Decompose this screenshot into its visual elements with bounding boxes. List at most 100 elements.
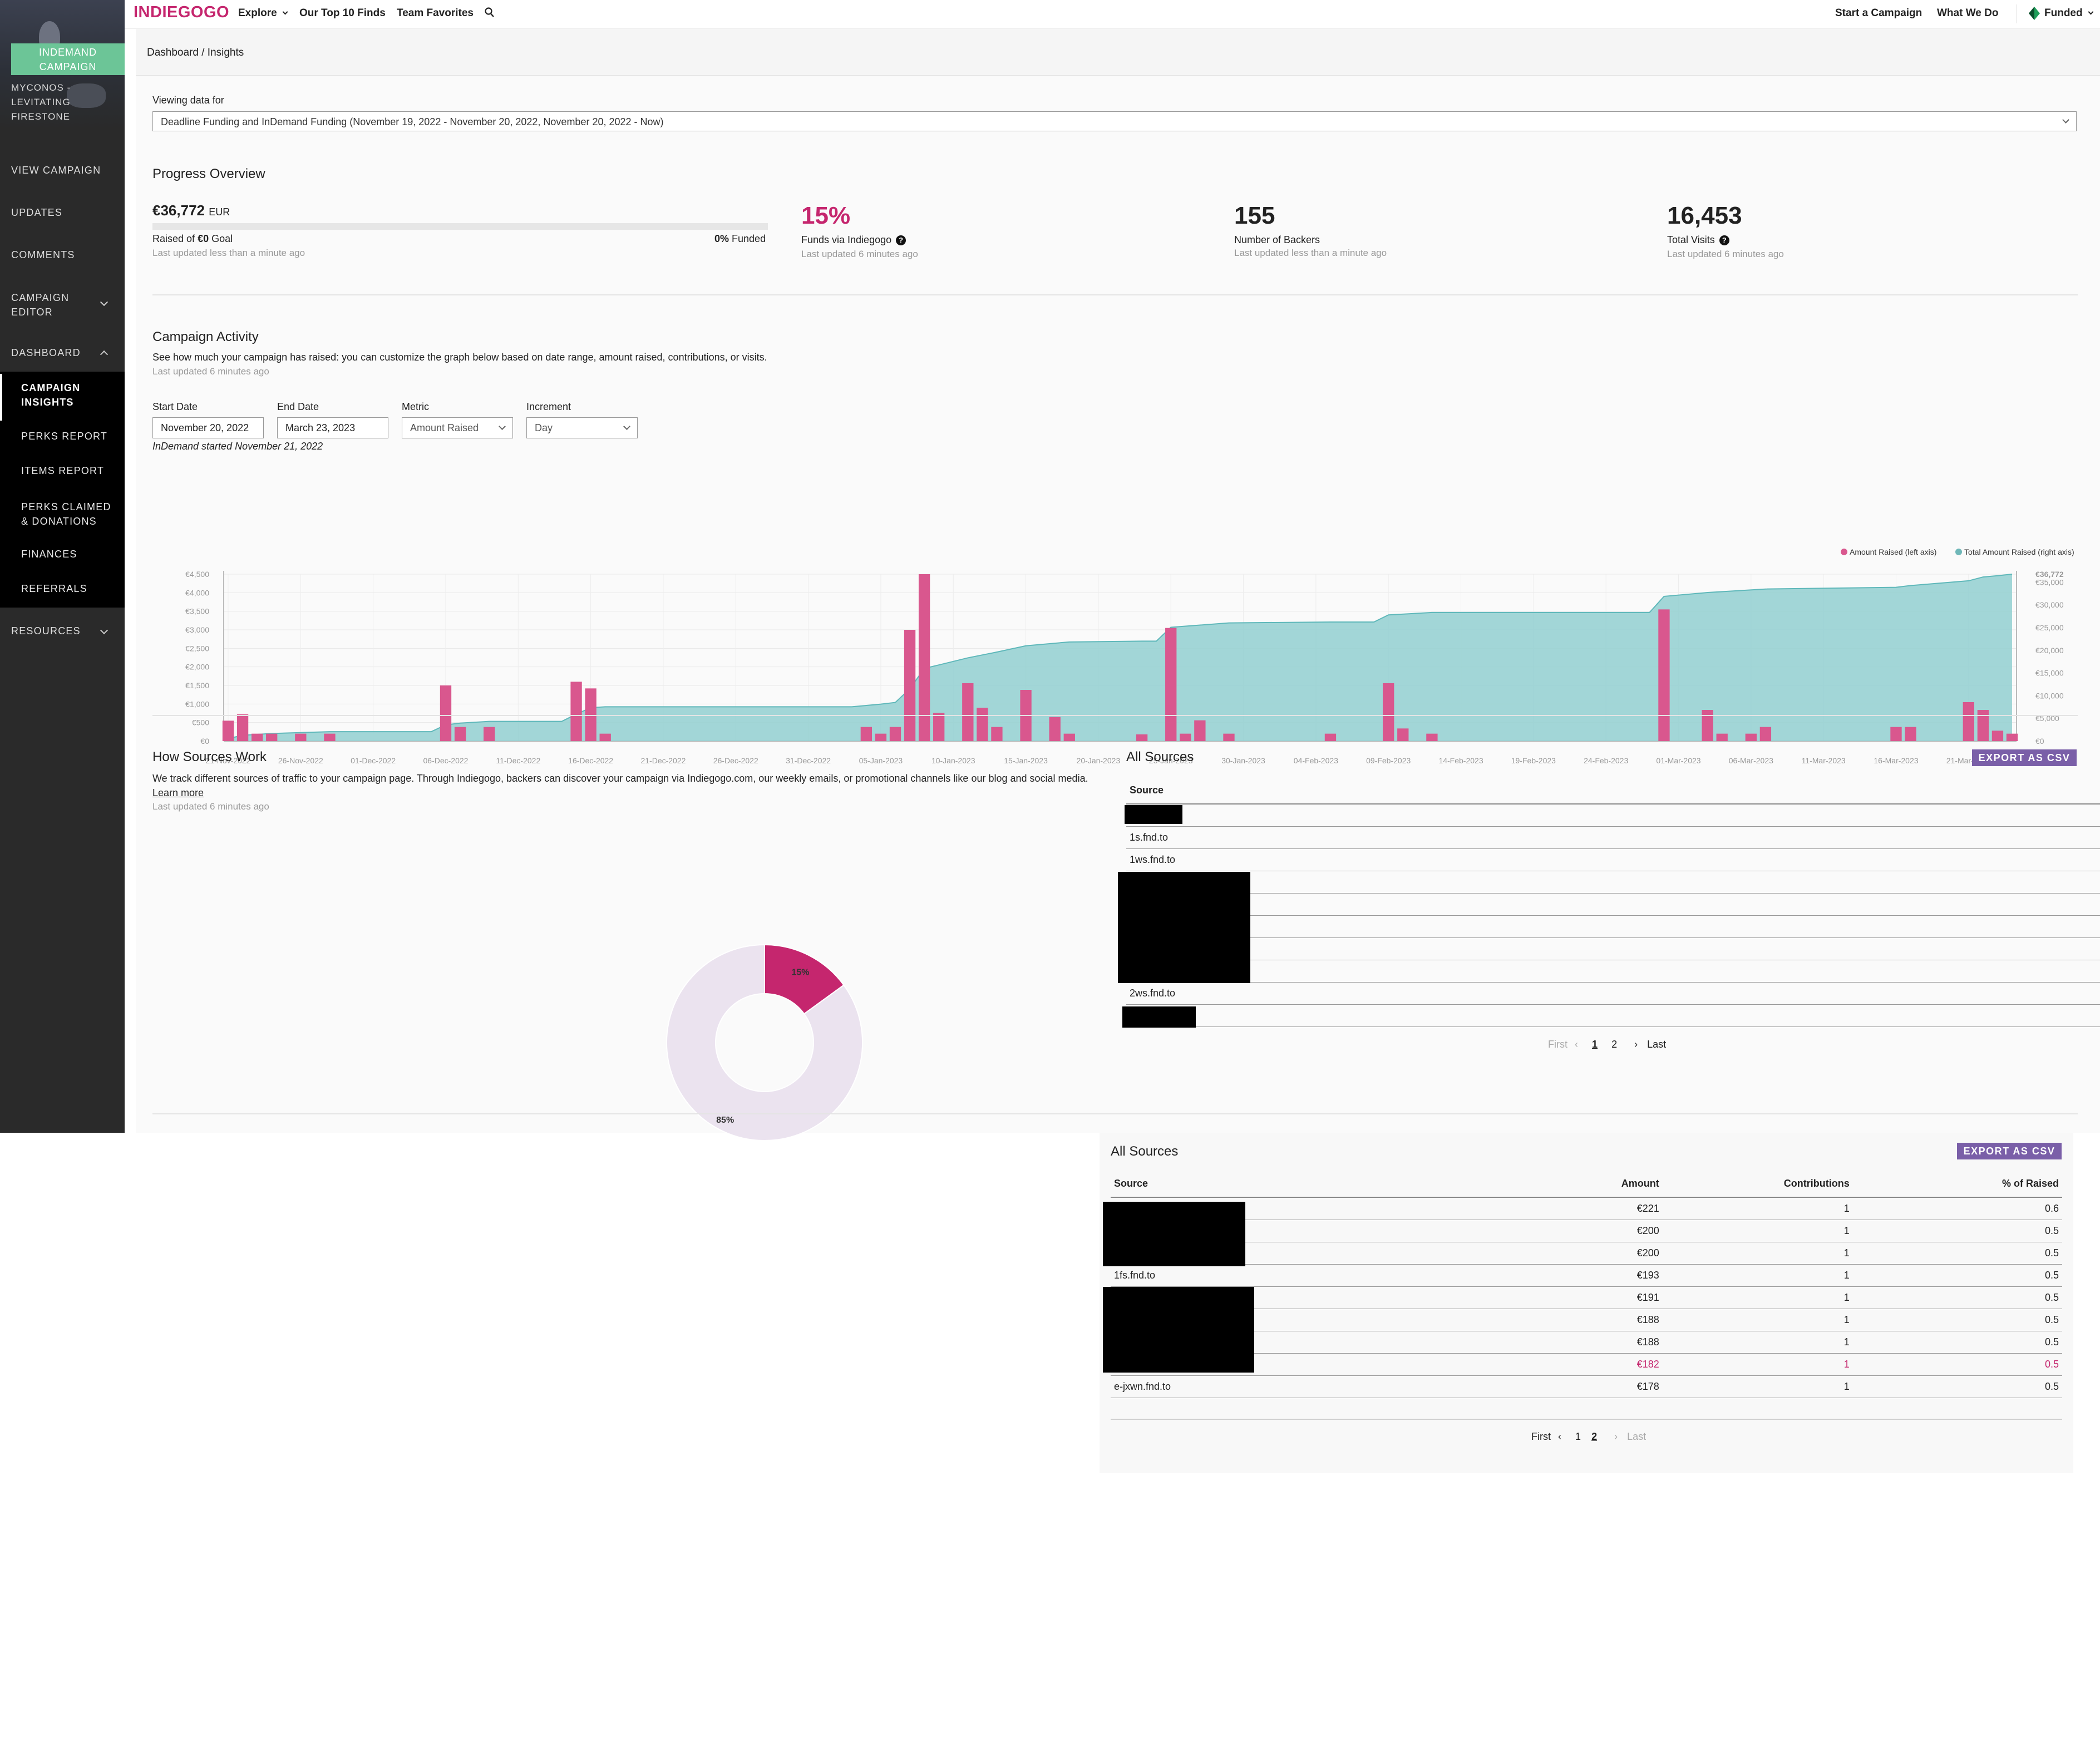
campaign-name[interactable]: MYCONOS - LEVITATING FIRESTONE <box>11 82 71 122</box>
column-header[interactable]: % of Raised <box>1852 1171 2062 1198</box>
table-row[interactable]: 2ws.fnd.to€60931.7 <box>1126 982 2100 1005</box>
amount-raised-bar <box>1223 733 1235 741</box>
what-we-do-link[interactable]: What We Do <box>1937 7 1999 19</box>
sidebar-item-referrals[interactable]: REFERRALS <box>21 583 87 594</box>
table-cell-pct: 0.5 <box>1852 1353 2062 1376</box>
start-campaign-link[interactable]: Start a Campaign <box>1835 7 1922 19</box>
left-axis-tick-label: €3,500 <box>185 607 209 616</box>
table-cell-source[interactable]: e-jxwn.fnd.to <box>1111 1375 1530 1398</box>
pager-next[interactable]: › <box>1614 1431 1618 1442</box>
table-cell-source[interactable]: 1s.fnd.to <box>1126 826 1981 849</box>
pager-page-2[interactable]: 2 <box>1591 1431 1598 1442</box>
table-row[interactable]: €89842.4 <box>1126 937 2100 960</box>
table-row[interactable]: 1s.fnd.to€6,9992319.1 <box>1126 826 2100 849</box>
amount-raised-bar <box>991 727 1003 741</box>
export-csv-button[interactable]: EXPORT AS CSV <box>1972 749 2077 766</box>
end-date-label: End Date <box>277 401 319 412</box>
pager-next[interactable]: › <box>1634 1039 1638 1050</box>
table-cell-source[interactable] <box>1126 871 1981 894</box>
column-header[interactable]: Amount <box>1980 777 2100 805</box>
pager-page-2[interactable]: 2 <box>1611 1039 1618 1050</box>
x-axis-tick-label: 04-Feb-2023 <box>1294 756 1338 765</box>
help-icon[interactable]: ? <box>1719 235 1729 246</box>
x-axis-tick-label: 14-Feb-2023 <box>1438 756 1483 765</box>
explore-menu[interactable]: Explore <box>238 7 288 19</box>
table-cell-source[interactable]: 1fs.fnd.to <box>1111 1264 1530 1287</box>
help-icon[interactable]: ? <box>896 235 906 246</box>
table-row[interactable]: €1,56174.2 <box>1126 893 2100 916</box>
start-date-input[interactable]: November 20, 2022 <box>152 417 264 438</box>
sidebar-item-comments[interactable]: COMMENTS <box>11 249 75 260</box>
amount-raised-bar <box>2006 733 2018 741</box>
pager-page-1[interactable]: 1 <box>1575 1431 1581 1442</box>
table-row[interactable]: €77342.1 <box>1126 960 2100 983</box>
table-row[interactable]: €200 1 0.5 <box>1111 1220 2062 1242</box>
end-date-input[interactable]: March 23, 2023 <box>277 417 388 438</box>
table-row[interactable]: €1,16663.2 <box>1126 915 2100 938</box>
sidebar-item-finances[interactable]: FINANCES <box>21 549 77 560</box>
table-row[interactable]: €200 1 0.5 <box>1111 1242 2062 1265</box>
amount-raised-bar <box>599 733 611 741</box>
table-row[interactable]: €188 1 0.5 <box>1111 1309 2062 1331</box>
pager-prev[interactable]: ‹ <box>1558 1431 1562 1442</box>
table-row[interactable]: €2,08195.7 <box>1126 871 2100 894</box>
sidebar-item-perks-report[interactable]: PERKS REPORT <box>21 431 108 442</box>
chevron-down-icon[interactable] <box>100 626 109 635</box>
table-row[interactable]: €221 1 0.6 <box>1111 1197 2062 1220</box>
table-cell-amount: €2,427 <box>1980 848 2100 871</box>
increment-select[interactable]: Day <box>526 417 638 438</box>
amount-raised-bar <box>918 574 930 741</box>
pager-last[interactable]: Last <box>1627 1431 1647 1442</box>
table-cell-source[interactable] <box>1126 804 1981 827</box>
amount-raised-bar <box>875 733 887 741</box>
sidebar-item-campaign-insights[interactable]: CAMPAIGN INSIGHTS <box>21 382 81 408</box>
table-cell-amount: €191 <box>1529 1286 1663 1309</box>
metric-select[interactable]: Amount Raised <box>402 417 513 438</box>
chevron-down-icon <box>623 423 630 430</box>
user-menu[interactable]: Funded <box>2044 7 2094 19</box>
chevron-up-icon[interactable] <box>100 350 109 359</box>
table-row[interactable]: €40811.1 <box>1126 1004 2100 1027</box>
table-cell-source[interactable] <box>1126 937 1981 960</box>
pager-prev[interactable]: ‹ <box>1575 1039 1579 1050</box>
column-header[interactable]: Contributions <box>1662 1171 1853 1198</box>
pager-page-1[interactable]: 1 <box>1592 1039 1598 1050</box>
table-row[interactable]: 1ws.fnd.to€2,427136.6 <box>1126 848 2100 871</box>
table-cell-source[interactable] <box>1126 915 1981 938</box>
table-row[interactable]: €18,1097649.3 <box>1126 804 2100 827</box>
pager-last[interactable]: Last <box>1647 1039 1667 1050</box>
column-header[interactable]: Source <box>1111 1171 1530 1198</box>
funds-via-value: 15% <box>801 202 851 229</box>
table-cell-source[interactable]: 1ws.fnd.to <box>1126 848 1981 871</box>
table-cell-source[interactable] <box>1126 1004 1981 1027</box>
team-favorites-link[interactable]: Team Favorites <box>397 7 474 19</box>
sidebar-item-view-campaign[interactable]: VIEW CAMPAIGN <box>11 165 101 176</box>
sidebar-item-resources[interactable]: RESOURCES <box>11 625 81 636</box>
indiegogo-logo[interactable]: INDIEGOGO <box>134 3 230 21</box>
table-row[interactable]: 1fs.fnd.to €193 1 0.5 <box>1111 1264 2062 1287</box>
x-axis-tick-label: 10-Jan-2023 <box>931 756 975 765</box>
sidebar-item-updates[interactable]: UPDATES <box>11 207 63 218</box>
amount-raised-bar <box>1165 628 1177 741</box>
table-row[interactable]: e-jxwn.fnd.to €178 1 0.5 <box>1111 1375 2062 1398</box>
column-header[interactable]: Source <box>1126 777 1981 805</box>
chevron-down-icon[interactable] <box>100 298 109 307</box>
viewing-select[interactable]: Deadline Funding and InDemand Funding (N… <box>152 111 2077 131</box>
sidebar-item-campaign-editor[interactable]: CAMPAIGN EDITOR <box>11 292 70 318</box>
activity-updated: Last updated 6 minutes ago <box>152 366 269 377</box>
sidebar-item-perks-claimed[interactable]: PERKS CLAIMED & DONATIONS <box>21 501 111 527</box>
top10-link[interactable]: Our Top 10 Finds <box>299 7 386 19</box>
export-csv-button[interactable]: EXPORT AS CSV <box>1957 1143 2062 1159</box>
user-avatar-icon[interactable] <box>2028 6 2041 21</box>
sidebar-item-dashboard[interactable]: DASHBOARD <box>11 347 81 358</box>
learn-more-link[interactable]: Learn more <box>152 787 204 798</box>
pager-first[interactable]: First <box>1548 1039 1567 1050</box>
pager-first[interactable]: First <box>1531 1431 1551 1442</box>
table-cell-source[interactable]: 2ws.fnd.to <box>1126 982 1981 1005</box>
column-header[interactable]: Amount <box>1529 1171 1663 1198</box>
table-cell-source[interactable] <box>1126 960 1981 983</box>
sidebar-item-items-report[interactable]: ITEMS REPORT <box>21 465 105 476</box>
breadcrumb-text[interactable]: Dashboard / Insights <box>147 47 244 58</box>
search-icon[interactable] <box>484 7 495 22</box>
table-cell-source[interactable] <box>1126 893 1981 916</box>
